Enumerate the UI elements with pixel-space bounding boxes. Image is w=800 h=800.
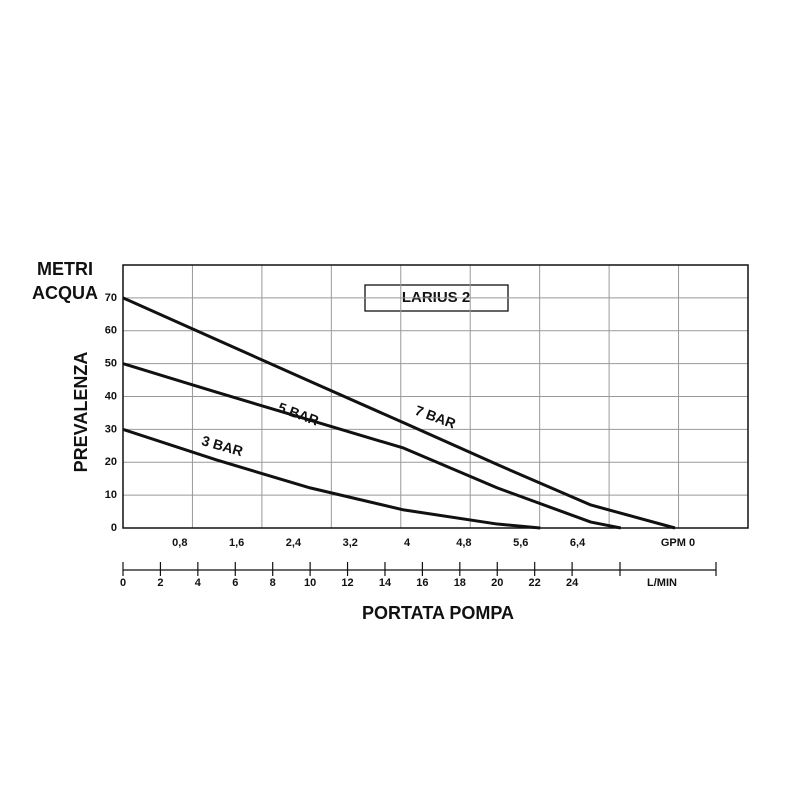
series-line	[122, 427, 541, 530]
x-tick-label: 0	[120, 577, 126, 589]
x-tick-label: 14	[379, 577, 392, 589]
y-unit-label: ACQUA	[32, 283, 98, 303]
x2-tick-label: 1,6	[229, 537, 244, 549]
y-tick-label: 70	[105, 292, 117, 304]
x2-tick-label: 4	[404, 537, 411, 549]
x-unit-label: L/MIN	[647, 577, 677, 589]
x2-tick-label: 5,6	[513, 537, 528, 549]
x-tick-label: 24	[566, 577, 579, 589]
x2-tick-label: 6,4	[570, 537, 586, 549]
x-tick-label: 4	[195, 577, 202, 589]
x-tick-label: 12	[341, 577, 353, 589]
x-tick-label: 20	[491, 577, 503, 589]
x-tick-label: 6	[232, 577, 238, 589]
series-line	[122, 296, 676, 530]
x-axis-label: PORTATA POMPA	[362, 603, 514, 623]
x-tick-label: 16	[416, 577, 428, 589]
y-tick-label: 40	[105, 390, 117, 402]
x-tick-label: 18	[454, 577, 466, 589]
x2-tick-label: 4,8	[456, 537, 471, 549]
y-tick-label: 0	[111, 522, 117, 534]
y-tick-label: 10	[105, 489, 117, 501]
y-unit-label: METRI	[37, 259, 93, 279]
x-tick-label: 10	[304, 577, 316, 589]
y-tick-label: 50	[105, 358, 117, 370]
y-tick-label: 20	[105, 456, 117, 468]
series-line	[122, 362, 622, 530]
y-axis-label: PREVALENZA	[71, 352, 91, 473]
x2-tick-label: 0,8	[172, 537, 187, 549]
plot-frame	[122, 264, 749, 529]
y-tick-label: 30	[105, 423, 117, 435]
x-tick-label: 2	[157, 577, 163, 589]
x2-tick-label: 2,4	[286, 537, 302, 549]
x-tick-label: 22	[529, 577, 541, 589]
x-tick-label: 8	[270, 577, 276, 589]
x2-unit-label: GPM 0	[661, 537, 695, 549]
x2-tick-label: 3,2	[343, 537, 358, 549]
y-tick-label: 60	[105, 325, 117, 337]
